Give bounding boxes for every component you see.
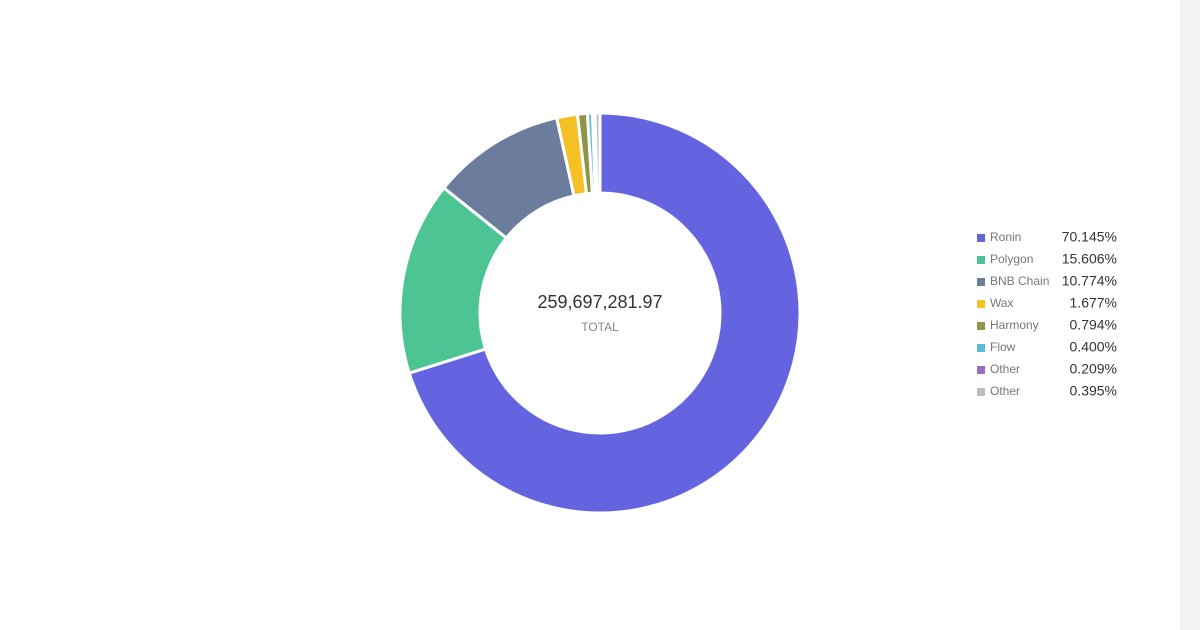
legend-value: 0.794% bbox=[1070, 317, 1117, 333]
legend-label: Flow bbox=[990, 340, 1016, 354]
legend-swatch bbox=[977, 278, 985, 286]
legend-value: 70.145% bbox=[1062, 229, 1117, 245]
slice bbox=[407, 111, 802, 515]
legend-label: Other bbox=[990, 384, 1020, 398]
legend-swatch bbox=[977, 300, 985, 308]
legend-label: Polygon bbox=[990, 252, 1033, 266]
legend-swatch bbox=[977, 388, 985, 396]
legend-value: 0.209% bbox=[1070, 361, 1117, 377]
legend-value: 1.677% bbox=[1070, 295, 1117, 311]
legend-value: 0.395% bbox=[1070, 383, 1117, 399]
legend-value: 15.606% bbox=[1062, 251, 1117, 267]
legend-swatch bbox=[977, 344, 985, 352]
legend-label: Wax bbox=[990, 296, 1014, 310]
legend-label: Ronin bbox=[990, 230, 1021, 244]
slice bbox=[593, 111, 602, 195]
legend-swatch bbox=[977, 322, 985, 330]
center-value: 259,697,281.97 bbox=[537, 292, 662, 312]
legend-swatch bbox=[977, 234, 985, 242]
center-label: TOTAL bbox=[581, 320, 619, 334]
legend-label: Harmony bbox=[990, 318, 1039, 332]
legend-swatch bbox=[977, 366, 985, 374]
legend-value: 0.400% bbox=[1070, 339, 1117, 355]
scrollbar bbox=[1180, 0, 1200, 630]
legend-swatch bbox=[977, 256, 985, 264]
legend-value: 10.774% bbox=[1062, 273, 1117, 289]
legend-label: Other bbox=[990, 362, 1020, 376]
legend-label: BNB Chain bbox=[990, 274, 1049, 288]
